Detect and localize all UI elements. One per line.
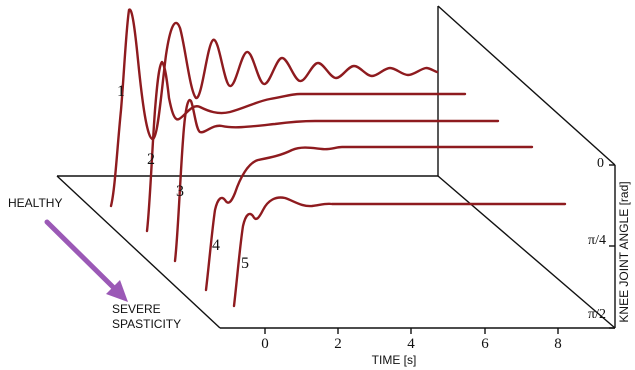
series-labels: 1 2 3 4 5 [117, 83, 249, 272]
series-1-line [109, 8, 439, 208]
floor-left-edge [56, 175, 221, 329]
y-tick-label: π/2 [588, 307, 606, 322]
x-tick-label: 2 [334, 336, 342, 352]
series-5-line [232, 196, 567, 308]
y-tick-label: 0 [597, 156, 604, 171]
spasticity-annotation: HEALTHY SEVERE SPASTICITY [8, 196, 181, 331]
x-tick-label: 8 [554, 336, 562, 352]
x-tick-label: 0 [261, 336, 269, 352]
x-axis: 0 2 4 6 8 TIME [s] [261, 328, 562, 367]
x-tick-label: 6 [481, 336, 489, 352]
series-label: 1 [117, 83, 125, 100]
y-axis: 0 π/4 π/2 KNEE JOINT ANGLE [rad] [588, 156, 631, 329]
series-label: 5 [241, 255, 249, 272]
series-2-line [145, 60, 467, 233]
severity-arrow-head [106, 280, 128, 302]
x-tick-label: 4 [407, 336, 415, 352]
spasticity-label: SPASTICITY [112, 317, 181, 331]
floor-right-edge [437, 175, 616, 329]
series-label: 3 [176, 183, 184, 200]
severe-label: SEVERE [112, 302, 161, 316]
series-label: 2 [147, 151, 155, 168]
series-label: 4 [212, 237, 220, 254]
y-axis-label: KNEE JOINT ANGLE [rad] [617, 181, 631, 322]
series-curves [109, 8, 567, 308]
severity-arrow-shaft [44, 219, 117, 291]
back-wall-diagonal [437, 5, 616, 166]
series-3-line [173, 98, 500, 263]
healthy-label: HEALTHY [8, 196, 62, 210]
y-tick-label: π/4 [588, 233, 606, 248]
x-axis-label: TIME [s] [372, 353, 417, 367]
series-4-line [204, 145, 534, 292]
axes-frame [56, 5, 616, 329]
